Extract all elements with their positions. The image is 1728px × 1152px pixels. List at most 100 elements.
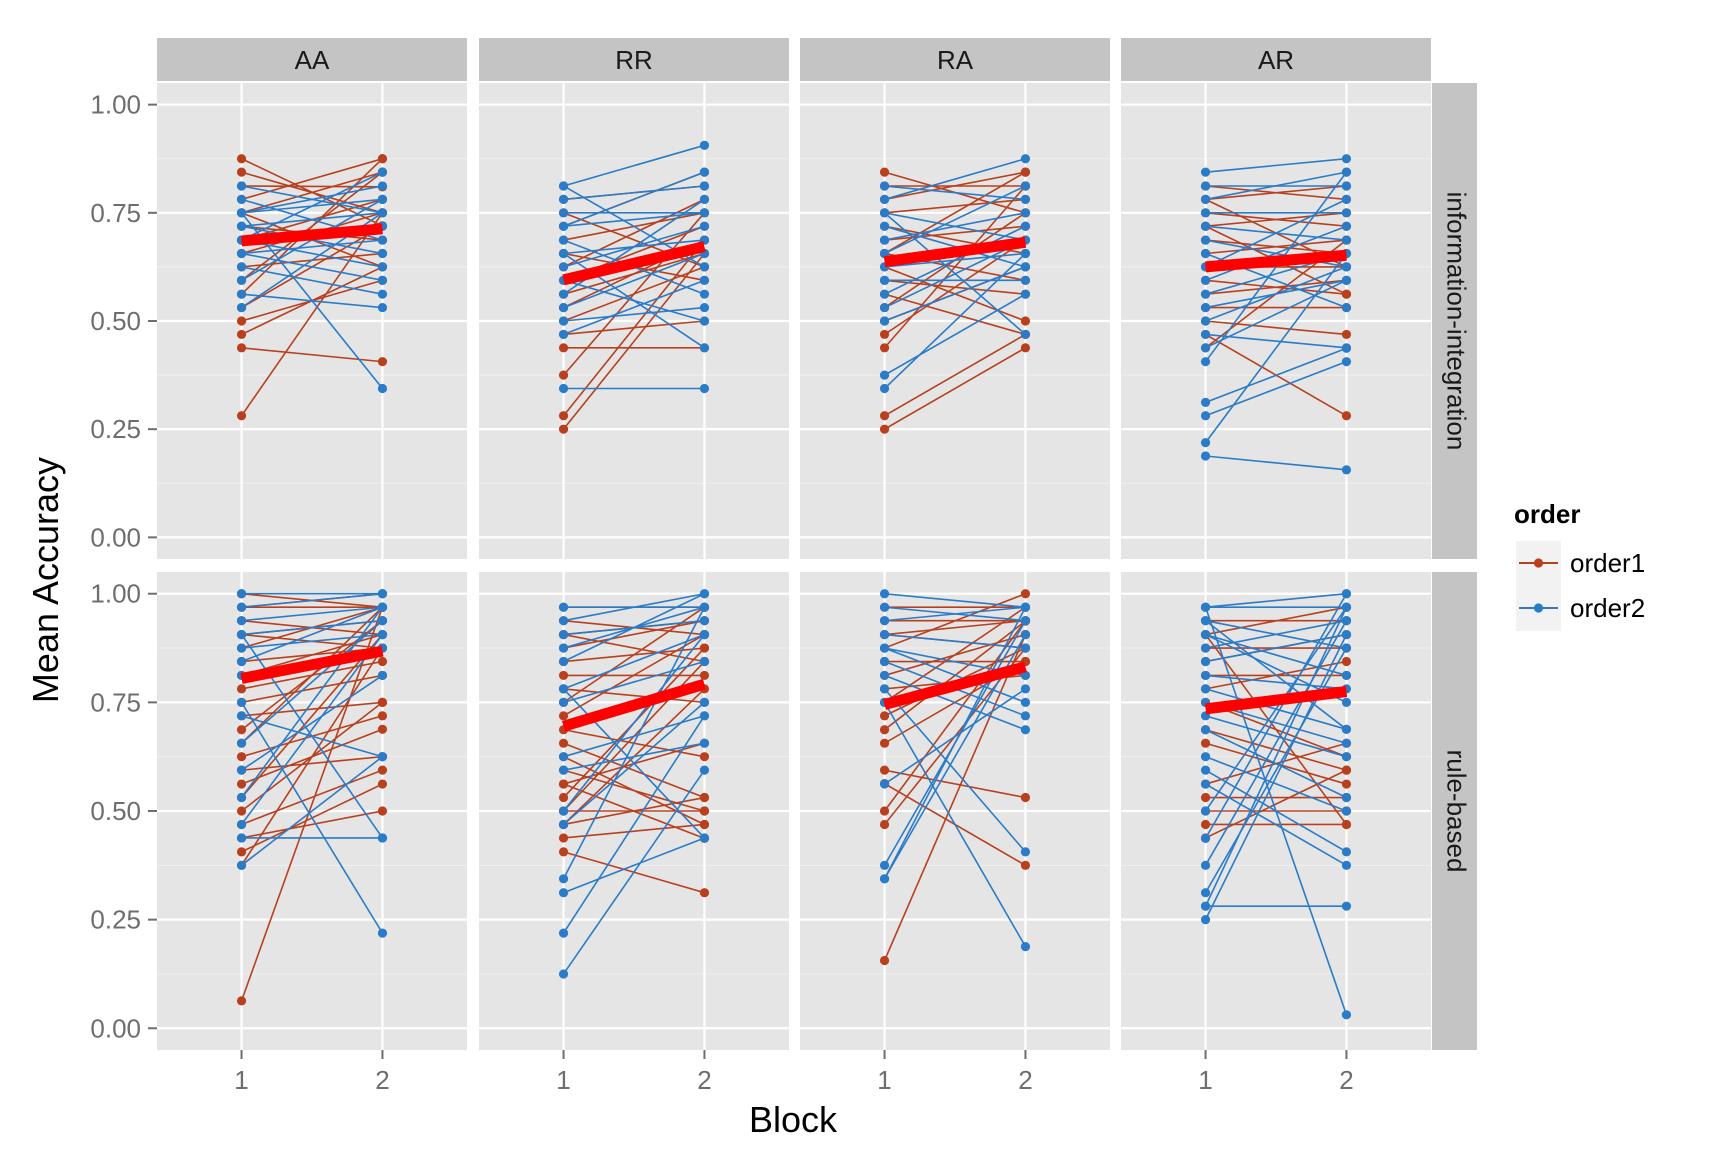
data-point xyxy=(558,424,569,434)
subject-line xyxy=(1205,633,1347,677)
data-point xyxy=(236,738,247,748)
data-point xyxy=(558,302,569,313)
data-point xyxy=(377,248,388,259)
data-point xyxy=(699,819,710,830)
data-point xyxy=(1341,221,1352,231)
subject-line xyxy=(563,742,705,771)
subject-line xyxy=(1205,360,1347,417)
data-point xyxy=(558,711,569,721)
data-point xyxy=(1200,725,1211,735)
data-point xyxy=(236,643,247,653)
x-tick-label: 1 xyxy=(556,1065,570,1095)
subject-line xyxy=(563,823,705,839)
subject-line xyxy=(883,252,1027,390)
data-point xyxy=(1341,765,1352,775)
data-point xyxy=(699,262,710,272)
data-point xyxy=(236,752,247,762)
legend: order order1 order2 xyxy=(1514,499,1645,631)
subject-line xyxy=(1205,674,1347,690)
mean-line xyxy=(561,678,707,732)
data-point xyxy=(377,629,388,640)
data-point xyxy=(1020,316,1031,326)
data-point xyxy=(1200,411,1211,421)
data-point xyxy=(1341,901,1352,911)
data-point xyxy=(1200,684,1211,694)
subject-line xyxy=(563,633,705,717)
data-point xyxy=(1341,602,1352,612)
panel-information-integration-rr xyxy=(479,83,789,559)
data-point xyxy=(699,289,710,299)
mean-line xyxy=(562,241,706,286)
x-axis-title: Block xyxy=(749,1099,838,1140)
subject-line xyxy=(1204,593,1348,839)
data-point xyxy=(558,670,569,681)
panel-information-integration-aa xyxy=(157,83,467,559)
subject-line xyxy=(884,347,1026,430)
data-point xyxy=(1200,616,1211,626)
data-point xyxy=(558,181,569,191)
data-point xyxy=(1020,167,1031,177)
data-point xyxy=(377,779,388,789)
data-point xyxy=(699,738,710,748)
data-point xyxy=(699,765,710,775)
data-point xyxy=(1200,602,1211,612)
strip-row-label: rule-based xyxy=(1442,750,1472,873)
y-tick-label: 0.25 xyxy=(90,414,141,444)
data-point xyxy=(236,262,247,272)
subject-line xyxy=(563,212,705,268)
data-point xyxy=(699,140,710,150)
data-point xyxy=(1341,1010,1352,1020)
subject-line xyxy=(241,674,383,771)
data-point xyxy=(377,167,388,177)
data-point xyxy=(236,154,247,164)
subject-line xyxy=(884,212,1026,241)
subject-line xyxy=(241,592,383,608)
data-point xyxy=(1341,275,1352,285)
series-order2 xyxy=(236,167,388,394)
panel-information-integration-ra xyxy=(800,83,1110,559)
data-point xyxy=(699,343,710,353)
panel-information-integration-ar xyxy=(1121,83,1431,559)
data-point xyxy=(1020,262,1031,272)
data-point xyxy=(879,275,890,285)
data-point xyxy=(879,289,890,299)
data-point xyxy=(1200,643,1211,653)
subject-line xyxy=(884,212,1026,336)
data-point xyxy=(236,343,247,353)
subject-line xyxy=(241,674,383,704)
data-point xyxy=(879,221,890,231)
data-point xyxy=(699,316,710,326)
subject-line xyxy=(884,333,1026,417)
subject-line xyxy=(240,606,384,1002)
data-point xyxy=(558,616,569,626)
data-point xyxy=(879,329,890,340)
subject-line xyxy=(884,619,1026,636)
data-point xyxy=(558,383,569,394)
x-tick-label: 2 xyxy=(697,1065,711,1095)
data-point xyxy=(377,208,388,218)
data-point xyxy=(699,643,710,653)
subject-line xyxy=(884,647,1026,704)
data-point xyxy=(1200,656,1211,667)
data-point xyxy=(879,860,890,870)
subject-line xyxy=(563,688,705,704)
data-point xyxy=(1200,888,1211,898)
strip-row-label: information-integration xyxy=(1442,192,1472,451)
data-point xyxy=(1341,643,1352,653)
data-point xyxy=(1200,275,1211,285)
data-point xyxy=(1200,792,1211,803)
data-point xyxy=(879,711,890,721)
data-point xyxy=(236,329,247,340)
data-point xyxy=(1200,208,1211,218)
data-point xyxy=(558,888,569,898)
subject-line xyxy=(562,212,706,376)
mean-line xyxy=(240,645,384,684)
subject-line xyxy=(563,252,705,309)
strip-row-rule-based xyxy=(1432,572,1477,1050)
data-point xyxy=(236,656,247,667)
subject-line xyxy=(563,837,705,894)
data-point xyxy=(1200,194,1211,205)
data-point xyxy=(558,194,569,205)
data-point xyxy=(236,860,247,870)
